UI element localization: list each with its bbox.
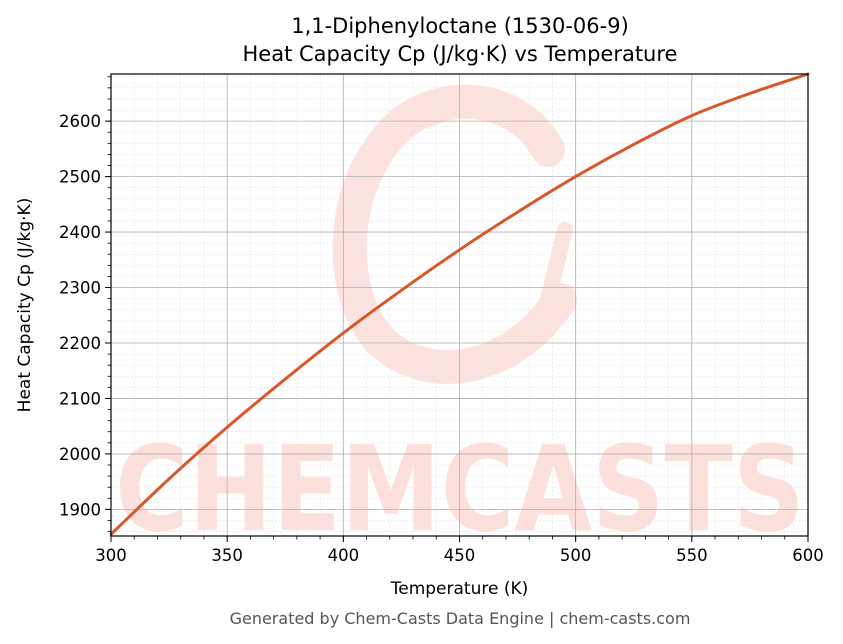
x-tick-label: 400 — [328, 546, 360, 565]
chart-title: 1,1-Diphenyloctane (1530-06-9) — [291, 14, 629, 38]
watermark-logo — [332, 84, 577, 384]
y-tick-label: 2200 — [59, 334, 101, 353]
y-tick-label: 2100 — [59, 389, 101, 408]
axis-ticks — [105, 76, 809, 542]
x-tick-label: 600 — [792, 546, 824, 565]
x-tick-labels: 300 350 400 450 500 550 600 — [95, 546, 824, 565]
x-tick-label: 500 — [560, 546, 592, 565]
footer-credit: Generated by Chem-Casts Data Engine | ch… — [230, 609, 691, 628]
y-tick-label: 2000 — [59, 445, 101, 464]
x-tick-label: 300 — [95, 546, 127, 565]
chart-subtitle: Heat Capacity Cp (J/kg·K) vs Temperature — [243, 42, 678, 66]
x-tick-label: 350 — [211, 546, 243, 565]
y-tick-label: 2500 — [59, 168, 101, 187]
heat-capacity-line — [109, 72, 810, 536]
plot-area: 300 350 400 450 500 550 600 1900 2000 2100 2200 23… — [59, 72, 824, 565]
y-tick-label: 2300 — [59, 279, 101, 298]
y-tick-label: 2600 — [59, 112, 101, 131]
y-tick-label: 2400 — [59, 223, 101, 242]
y-tick-labels: 1900 2000 2100 2200 2300 2400 2500 2600 — [59, 112, 101, 519]
y-tick-label: 1900 — [59, 500, 101, 519]
y-axis-label: Heat Capacity Cp (J/kg·K) — [15, 198, 35, 413]
x-tick-label: 450 — [444, 546, 476, 565]
x-tick-label: 550 — [676, 546, 708, 565]
x-axis-label: Temperature (K) — [390, 579, 529, 599]
